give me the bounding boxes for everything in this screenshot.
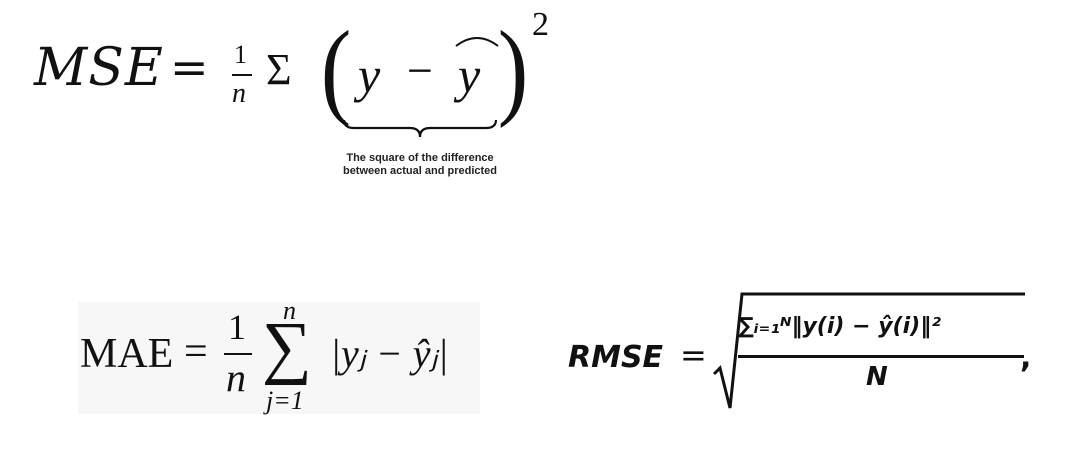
rmse-label: RMSE (568, 340, 664, 375)
mae-sum-upper-limit: n (283, 296, 296, 325)
mse-exponent: 2 (532, 6, 549, 43)
mse-equals: = (170, 40, 209, 94)
mae-sum-lower-limit: j=1 (266, 386, 304, 415)
mse-left-paren: ( (320, 10, 352, 129)
underbrace-icon (342, 119, 498, 138)
rmse-equals: = (680, 336, 707, 374)
mae-fraction-denominator: n (226, 355, 246, 400)
mse-right-paren: ) (497, 10, 529, 129)
mse-label: MSE (34, 38, 164, 98)
mae-equals: = (184, 329, 208, 375)
mse-fraction-denominator: n (232, 78, 246, 109)
mae-absolute-error: |yⱼ − ŷⱼ| (330, 331, 449, 376)
mse-fraction-numerator: 1 (234, 40, 247, 69)
mse-minus: − (407, 45, 433, 96)
mae-sum-symbol: ∑ (262, 309, 312, 386)
mae-background (78, 302, 480, 414)
mse-actual-y: y (358, 47, 381, 103)
mae-fraction-bar (224, 353, 252, 355)
mae-fraction-numerator: 1 (228, 307, 246, 347)
mse-fraction-bar (232, 74, 252, 76)
mse-sum-symbol: Σ (266, 45, 292, 94)
mae-label: MAE (80, 331, 174, 377)
mse-hat-accent (455, 37, 499, 47)
rmse-denominator: N (866, 362, 888, 392)
mse-predicted-y: y (458, 47, 481, 103)
rmse-fraction-bar (738, 355, 1024, 358)
rmse-numerator: ∑ᵢ₌₁ᴺ‖y(i) − ŷ(i)‖² (738, 314, 941, 339)
mse-annotation: The square of the difference between act… (342, 152, 498, 177)
square-root-icon (712, 292, 1025, 409)
rmse-comma: , (1020, 340, 1032, 375)
